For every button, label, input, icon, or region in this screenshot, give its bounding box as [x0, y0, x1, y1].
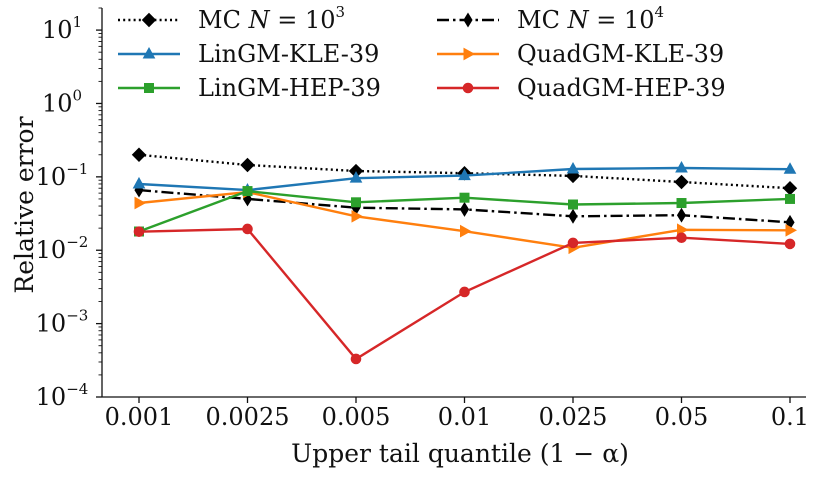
y-tick-label: 10−1 — [36, 160, 89, 191]
y-tick-label: 10−3 — [36, 307, 89, 338]
legend-label: LinGM-KLE-39 — [198, 40, 379, 68]
data-point — [676, 198, 687, 209]
legend-label-exp: 3 — [335, 3, 345, 21]
data-point — [566, 161, 580, 174]
data-point — [459, 192, 470, 203]
legend-entry: QuadGM-KLE-39 — [437, 40, 724, 68]
data-point — [350, 353, 362, 365]
y-tick-base: 10 — [42, 89, 73, 117]
data-point — [240, 157, 255, 173]
data-point — [349, 171, 363, 183]
y-tick-label: 10−4 — [36, 380, 89, 411]
data-point — [676, 207, 687, 223]
y-tick-exponent: −4 — [66, 380, 88, 398]
data-point — [142, 46, 156, 59]
data-point — [134, 196, 147, 210]
data-point — [131, 147, 147, 162]
data-point — [676, 232, 687, 244]
legend-label-exp: 4 — [654, 3, 664, 21]
legend-label-eq: = 10 — [270, 6, 336, 34]
legend-label-main: LinGM-KLE-39 — [198, 40, 379, 68]
data-point — [144, 83, 154, 93]
y-tick-base: 10 — [36, 310, 67, 338]
plot-area — [131, 147, 798, 365]
data-point — [133, 226, 145, 237]
x-tick-label: 0.01 — [438, 403, 491, 431]
data-point — [459, 201, 470, 217]
series-quadgm-hep-39 — [133, 223, 796, 365]
y-tick-base: 10 — [42, 16, 73, 44]
legend-label-main: MC — [198, 6, 249, 34]
x-tick-label: 0.0025 — [206, 403, 290, 431]
x-tick-label: 0.05 — [655, 403, 708, 431]
x-tick-label: 0.005 — [322, 403, 391, 431]
y-tick-base: 10 — [36, 383, 67, 411]
x-tick-label: 0.025 — [539, 403, 608, 431]
legend-label-main: MC — [517, 6, 568, 34]
legend-label: LinGM-HEP-39 — [198, 74, 381, 102]
data-point — [568, 208, 578, 224]
data-point — [462, 82, 474, 94]
legend-entry: QuadGM-HEP-39 — [437, 74, 726, 102]
legend-label-var: N — [567, 6, 590, 34]
legend-label-main: QuadGM-HEP-39 — [517, 74, 726, 102]
x-tick-label: 0.001 — [105, 403, 174, 431]
y-tick-exponent: −3 — [66, 307, 88, 325]
data-point — [567, 237, 579, 249]
legend-label-eq: = 10 — [589, 6, 655, 34]
data-point — [132, 176, 146, 189]
legend-entry: MC N = 104 — [437, 3, 664, 34]
data-point — [782, 181, 798, 196]
legend-label: MC N = 104 — [517, 3, 664, 34]
y-tick-label: 101 — [42, 13, 82, 44]
legend-label-main: QuadGM-KLE-39 — [517, 40, 724, 68]
data-point — [463, 12, 473, 28]
ticks: 0.001 0.0025 0.005 0.01 0.025 0.05 0.110−410−3… — [36, 7, 809, 431]
data-point — [242, 223, 253, 235]
legend-entry: LinGM-HEP-39 — [118, 74, 381, 102]
y-tick-label: 10−2 — [36, 233, 89, 264]
y-axis-title: Relative error — [10, 116, 39, 293]
legend-label: QuadGM-HEP-39 — [517, 74, 726, 102]
legend-label-var: N — [248, 6, 271, 34]
x-tick-label: 0.1 — [771, 403, 809, 431]
data-point — [568, 199, 578, 210]
y-tick-exponent: −1 — [66, 160, 88, 178]
x-axis-title: Upper tail quantile (1 − α) — [291, 439, 629, 468]
data-point — [785, 193, 795, 204]
data-point — [460, 224, 472, 238]
data-point — [242, 186, 253, 197]
y-tick-exponent: −2 — [66, 233, 88, 251]
legend-label-main: LinGM-HEP-39 — [198, 74, 381, 102]
y-tick-base: 10 — [36, 163, 67, 191]
data-point — [458, 168, 471, 181]
data-point — [785, 223, 798, 237]
y-tick-exponent: 1 — [73, 13, 83, 31]
data-point — [463, 47, 476, 61]
data-point — [351, 209, 364, 223]
data-point — [677, 223, 689, 237]
axes — [101, 8, 806, 398]
data-point — [459, 286, 470, 298]
data-point — [351, 197, 361, 208]
data-point — [783, 162, 797, 174]
legend-entry: LinGM-KLE-39 — [118, 40, 379, 68]
data-point — [674, 174, 689, 190]
data-point — [675, 160, 688, 173]
y-tick-label: 100 — [42, 86, 82, 117]
legend-label: MC N = 103 — [198, 3, 345, 34]
legend-label: QuadGM-KLE-39 — [517, 40, 724, 68]
data-point — [784, 238, 796, 250]
y-tick-base: 10 — [36, 236, 67, 264]
data-point — [141, 12, 157, 28]
y-tick-exponent: 0 — [73, 86, 83, 104]
legend-entry: MC N = 103 — [118, 3, 345, 34]
